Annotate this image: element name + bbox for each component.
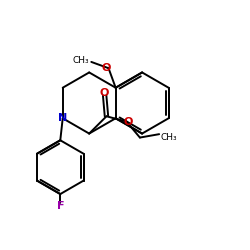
Text: O: O	[123, 117, 132, 127]
Text: CH₃: CH₃	[72, 56, 89, 65]
Text: N: N	[58, 113, 67, 123]
Text: O: O	[100, 88, 109, 98]
Text: F: F	[56, 201, 64, 211]
Text: CH₃: CH₃	[160, 132, 177, 141]
Text: O: O	[102, 63, 111, 73]
